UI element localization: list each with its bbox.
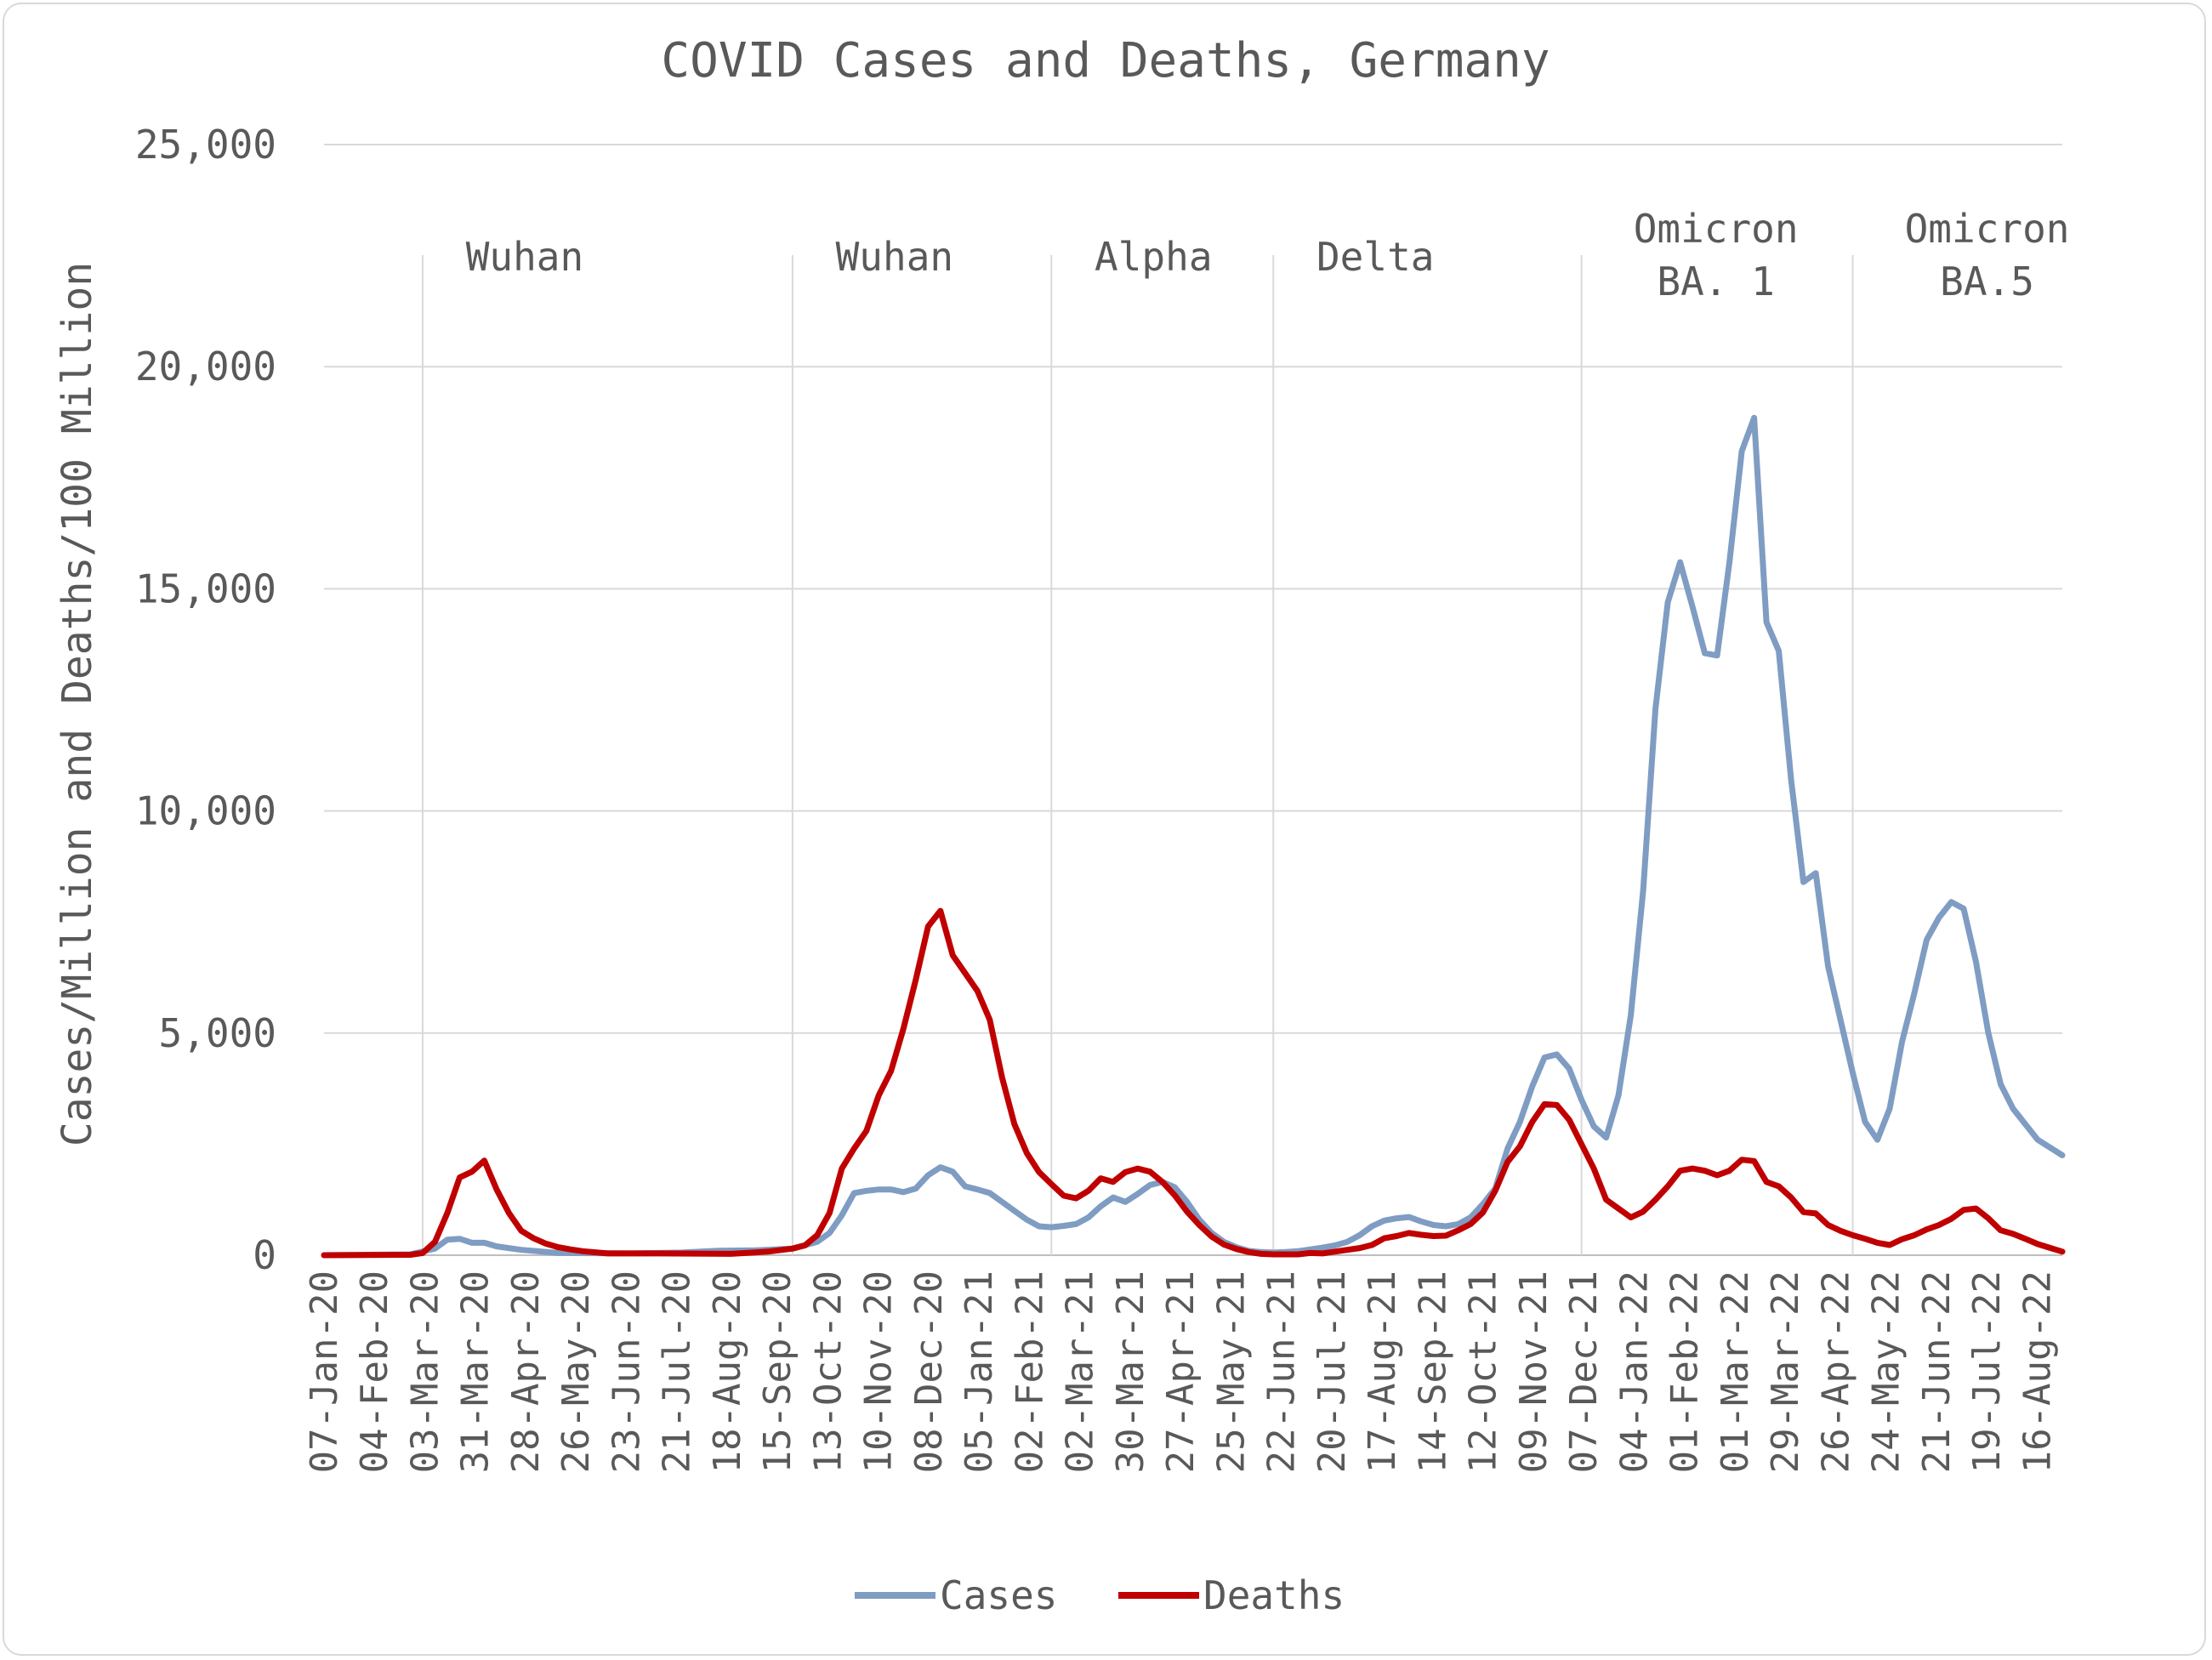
x-tick-label: 03-Mar-20 [403,1271,446,1473]
x-tick-label: 26-Apr-22 [1814,1271,1857,1473]
x-tick-label: 12-Oct-21 [1462,1271,1505,1473]
x-tick-label: 27-Apr-21 [1159,1271,1203,1473]
x-tick-label: 02-Feb-21 [1008,1271,1051,1473]
x-tick-label: 05-Jan-21 [958,1271,1001,1473]
x-tick-label: 18-Aug-20 [706,1271,749,1473]
y-axis-ticks: 0 5,000 10,000 15,000 20,000 25,000 [135,122,276,1278]
series-lines [321,414,2066,1259]
x-tick-label: 25-May-21 [1209,1271,1253,1473]
wave-label: Alpha [1095,234,1212,280]
x-tick-label: 21-Jun-22 [1915,1271,1959,1473]
x-tick-label: 08-Dec-20 [907,1271,951,1473]
series-line-deaths [321,907,2066,1259]
x-tick-label: 29-Mar-22 [1764,1271,1807,1473]
x-tick-label: 14-Sep-21 [1411,1271,1454,1473]
wave-markers: Wuhan Wuhan Alpha Delta Omicron BA. 1 Omicron B… [421,206,2070,1255]
y-tick-label: 15,000 [135,566,276,611]
x-axis-ticks: 07-Jan-20 04-Feb-20 03-Mar-20 31-Mar-20 28-A… [303,1271,2059,1473]
x-tick-label: 23-Jun-20 [605,1271,648,1473]
x-tick-label: 02-Mar-21 [1059,1271,1102,1473]
x-tick-label: 22-Jun-21 [1260,1271,1304,1473]
x-tick-label: 07-Jan-20 [303,1271,346,1473]
x-tick-label: 16-Aug-22 [2016,1271,2059,1473]
x-tick-label: 20-Jul-21 [1311,1271,1354,1473]
x-tick-label: 01-Feb-22 [1663,1271,1707,1473]
y-tick-label: 10,000 [135,788,276,834]
x-tick-label: 17-Aug-21 [1361,1271,1404,1473]
wave-label: Omicron BA. 1 [1634,206,1799,304]
chart-title: COVID Cases and Deaths, Germany [661,33,1550,88]
y-tick-label: 5,000 [159,1010,276,1056]
x-tick-label: 21-Jul-20 [656,1271,699,1473]
wave-label: Wuhan [466,234,583,280]
x-tick-label: 04-Jan-22 [1612,1271,1656,1473]
legend-label: Cases [940,1572,1057,1618]
x-tick-label: 04-Feb-20 [353,1271,396,1473]
y-tick-label: 20,000 [135,344,276,389]
gridlines [324,144,2062,1256]
wave-label: Delta [1316,234,1434,280]
x-tick-label: 30-Mar-21 [1109,1271,1152,1473]
x-tick-label: 09-Nov-21 [1512,1271,1555,1473]
legend: Cases Deaths [855,1572,1345,1618]
x-tick-label: 31-Mar-20 [454,1271,498,1473]
x-tick-label: 26-May-20 [554,1271,598,1473]
x-tick-label: 07-Dec-21 [1562,1271,1606,1473]
wave-label: Wuhan [836,234,953,280]
x-tick-label: 28-Apr-20 [504,1271,548,1473]
y-tick-label: 0 [253,1232,276,1278]
x-tick-label: 01-Mar-22 [1714,1271,1757,1473]
wave-label: Omicron BA.5 [1905,206,2070,304]
legend-label: Deaths [1203,1572,1345,1618]
x-tick-label: 10-Nov-20 [857,1271,901,1473]
x-tick-label: 24-May-22 [1865,1271,1908,1473]
x-tick-label: 19-Jul-22 [1965,1271,2009,1473]
series-line-cases [321,414,2066,1259]
x-tick-label: 15-Sep-20 [756,1271,799,1473]
chart-frame [3,3,2206,1656]
y-tick-label: 25,000 [135,122,276,168]
x-tick-label: 13-Oct-20 [806,1271,850,1473]
y-axis-label: Cases/Million and Deaths/100 Million [54,262,101,1146]
